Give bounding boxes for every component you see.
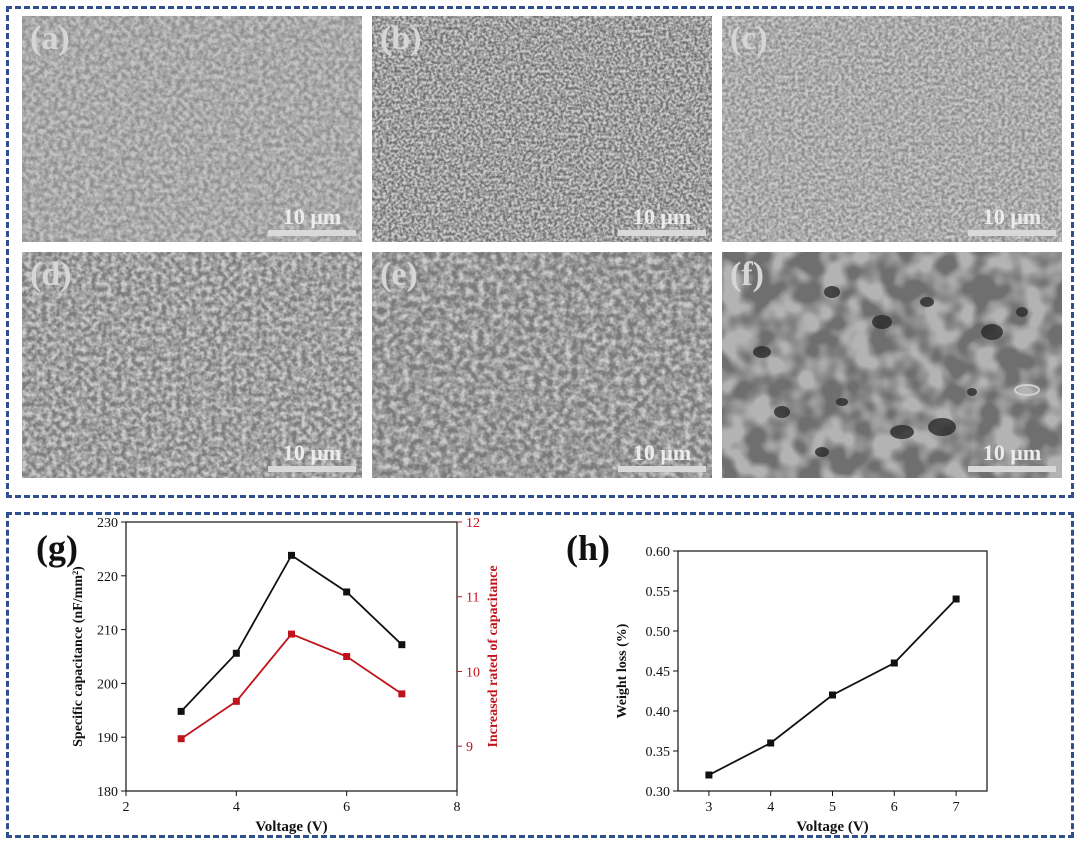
- sem-texture-e: [372, 252, 712, 478]
- data-point-0: [177, 707, 185, 715]
- scale-bar-c: 10 μm: [968, 206, 1056, 236]
- data-point-0: [952, 595, 960, 603]
- y-tick-label: 180: [97, 785, 118, 800]
- scale-bar-text-b: 10 μm: [632, 204, 692, 229]
- charts-frame: [6, 512, 1074, 838]
- x-tick-label: 3: [705, 800, 712, 815]
- x-axis-label: Voltage (V): [796, 819, 868, 835]
- panel-label-a: (a): [30, 20, 70, 57]
- panel-label: (g): [36, 528, 78, 568]
- y-tick-label: 230: [97, 516, 118, 531]
- sem-texture-c: [722, 16, 1062, 242]
- y-tick-label: 190: [97, 731, 118, 746]
- x-tick-label: 6: [343, 800, 350, 815]
- data-point-0: [705, 771, 713, 779]
- sem-panel-e: (e) 10 μm: [372, 252, 712, 478]
- y-tick-label: 0.55: [646, 585, 671, 600]
- scale-bar-line-b: [618, 230, 706, 236]
- panel-label-b: (b): [380, 20, 422, 57]
- y2-tick-label: 12: [466, 516, 480, 531]
- scale-bar-line-d: [268, 466, 356, 472]
- y-tick-label: 0.60: [646, 545, 671, 560]
- scale-bar-line-f: [968, 466, 1056, 472]
- series-line-0: [708, 598, 957, 776]
- x-tick-label: 2: [123, 800, 130, 815]
- sem-texture-f: [722, 252, 1062, 478]
- data-point-1: [177, 735, 185, 743]
- data-point-0: [343, 588, 351, 596]
- chart-h: (h) 3 4 5 6 7 0.30 0.35 0.40 0.45 0.50 0.55 0.60 Volt…: [566, 528, 988, 835]
- y-tick-label: 200: [97, 677, 118, 692]
- scale-bar-text-e: 10 μm: [632, 440, 692, 465]
- y-axis-label: Specific capacitance (nF/mm²): [71, 566, 86, 747]
- y-tick-label: 0.30: [646, 785, 671, 800]
- data-point-0: [829, 691, 836, 699]
- panel-label-e: (e): [380, 256, 418, 293]
- y-axis-label: Weight loss (%): [615, 623, 630, 718]
- data-point-1: [398, 690, 406, 698]
- x-axis-label: Voltage (V): [255, 819, 327, 835]
- y-tick-label: 0.40: [646, 705, 671, 720]
- scale-bar-line-a: [268, 230, 356, 236]
- scale-bar-d: 10 μm: [268, 442, 356, 472]
- sem-texture-a: [22, 16, 362, 242]
- y2-tick-label: 10: [466, 665, 480, 680]
- scale-bar-text-c: 10 μm: [982, 204, 1042, 229]
- y-tick-label: 220: [97, 570, 118, 585]
- panel-label-d: (d): [30, 256, 72, 293]
- x-tick-label: 4: [233, 800, 240, 815]
- x-tick-label: 7: [953, 800, 960, 815]
- data-point-0: [288, 551, 295, 559]
- sem-images-frame: [6, 6, 1074, 498]
- scale-bar-b: 10 μm: [618, 206, 706, 236]
- scale-bar-line-e: [618, 466, 706, 472]
- x-tick-label: 5: [829, 800, 836, 815]
- data-point-1: [288, 630, 295, 638]
- y2-tick-label: 11: [466, 591, 479, 606]
- data-point-1: [232, 697, 240, 705]
- sem-panel-f: (f) 10 μm: [722, 252, 1062, 478]
- data-point-0: [767, 739, 775, 747]
- panel-label-c: (c): [730, 20, 768, 57]
- scale-bar-text-f: 10 μm: [982, 440, 1042, 465]
- sem-panel-c: (c) 10 μm: [722, 16, 1062, 242]
- sem-texture-b: [372, 16, 712, 242]
- scale-bar-e: 10 μm: [618, 442, 706, 472]
- plot-frame: [125, 521, 458, 792]
- data-point-0: [890, 659, 898, 667]
- panel-label-f: (f): [730, 256, 764, 293]
- panel-label: (h): [566, 528, 610, 568]
- data-point-1: [343, 653, 351, 660]
- sem-panel-a: (a) 10 μm: [22, 16, 362, 242]
- series-line-1: [180, 632, 403, 740]
- data-point-0: [232, 649, 240, 657]
- y2-tick-label: 9: [466, 740, 473, 755]
- data-point-0: [398, 641, 406, 649]
- y-tick-label: 0.35: [646, 745, 671, 760]
- y2-axis-label: Increased rated of capacitance: [486, 565, 501, 747]
- scale-bar-line-c: [968, 230, 1056, 236]
- x-tick-label: 8: [454, 800, 461, 815]
- sem-texture-d: [22, 252, 362, 478]
- y-tick-label: 210: [97, 624, 118, 639]
- scale-bar-text-d: 10 μm: [282, 440, 342, 465]
- sem-panel-b: (b) 10 μm: [372, 16, 712, 242]
- y-tick-label: 0.50: [646, 625, 671, 640]
- scale-bar-a: 10 μm: [268, 206, 356, 236]
- plot-frame: [677, 550, 988, 792]
- y-tick-label: 0.45: [646, 665, 671, 680]
- x-tick-label: 4: [767, 800, 774, 815]
- scale-bar-text-a: 10 μm: [282, 204, 342, 229]
- x-tick-label: 6: [891, 800, 898, 815]
- chart-g: (g) 2 4 6 8 180 190 200 210 220 230 9 10 11 12 Increase…: [36, 516, 501, 835]
- scale-bar-f: 10 μm: [968, 442, 1056, 472]
- sem-panel-d: (d) 10 μm: [22, 252, 362, 478]
